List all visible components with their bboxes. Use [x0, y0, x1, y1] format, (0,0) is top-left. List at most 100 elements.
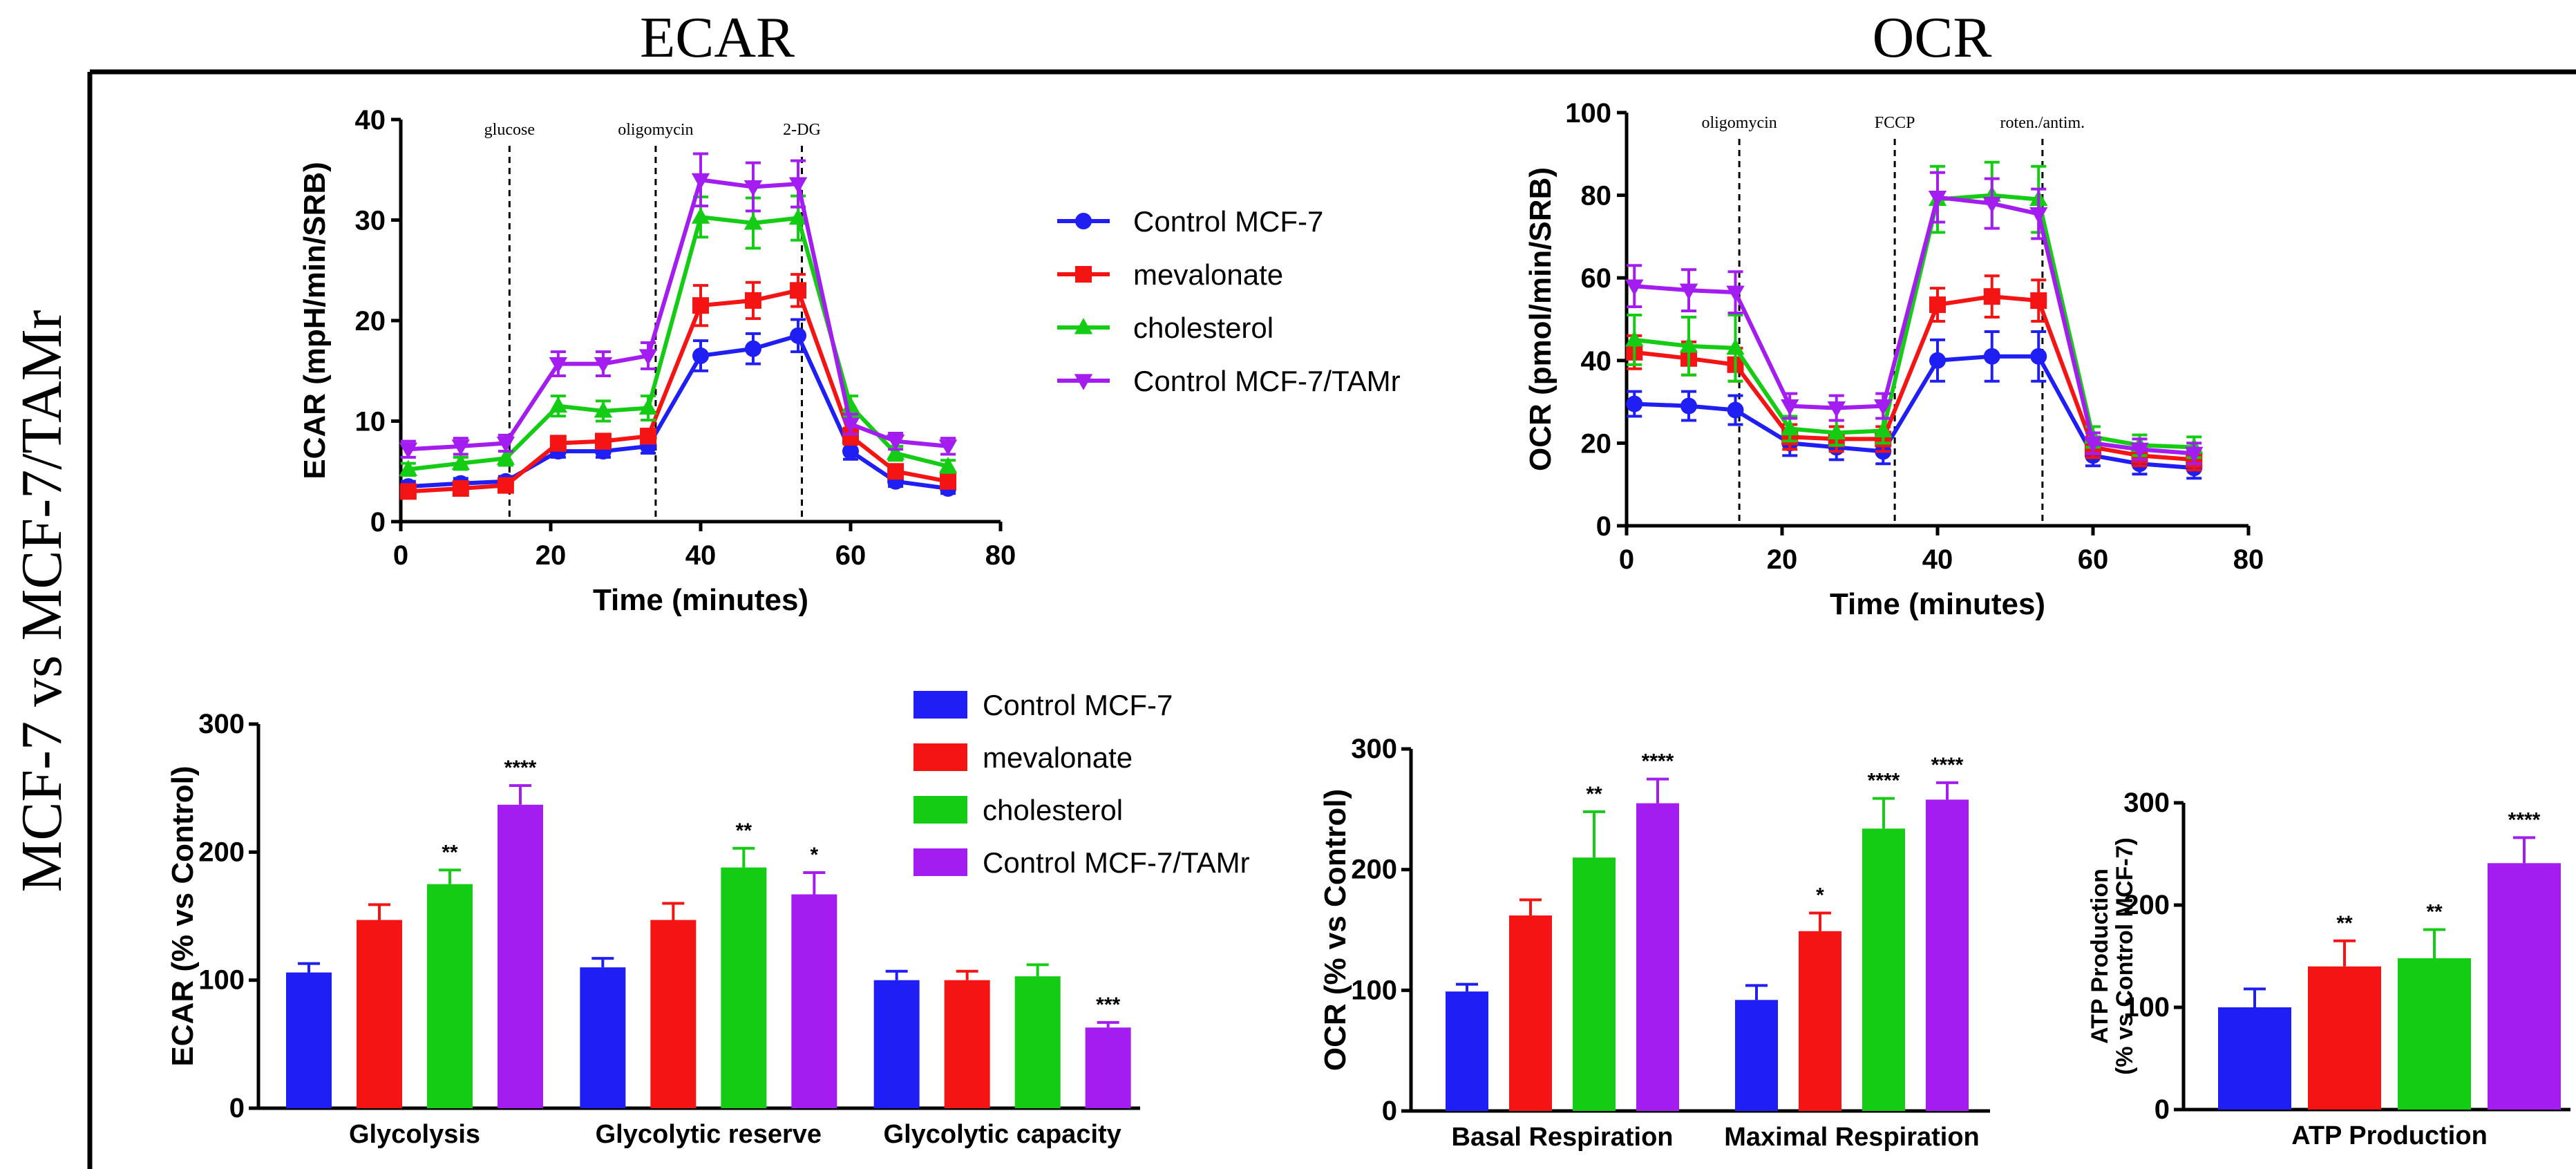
category-label-glycolytic-capacity: Glycolytic capacity [884, 1120, 1121, 1149]
x-tick-label: 60 [2078, 544, 2109, 575]
bar-mevalonate-basal-respiration [1509, 915, 1552, 1111]
x-tick-label: 80 [985, 540, 1016, 571]
data-point [1928, 190, 1947, 207]
data-point [788, 208, 808, 225]
y-tick-label: 0 [2154, 1094, 2170, 1125]
y-tick-label: 100 [198, 965, 245, 996]
data-point [594, 433, 612, 450]
x-axis-title: Time (minutes) [1830, 587, 2045, 621]
x-tick-label: 0 [393, 540, 408, 571]
data-point [886, 435, 905, 451]
legend-item-control-mcf-7: Control MCF-7 [913, 689, 1173, 721]
side-title: MCF-7 vs MCF-7/TAMr [10, 310, 74, 893]
series-line-control-mcf-7-tamr [408, 177, 949, 452]
bar-control-mcf-7-tamr-basal-respiration [1636, 803, 1679, 1111]
ecar-time-chart: 0 10 20 30 40 0 20 40 60 80 Time (minutes) ECAR (mp… [298, 105, 1016, 617]
data-point [2030, 292, 2047, 310]
data-point [1929, 296, 1946, 314]
data-point [1983, 288, 2000, 305]
y-tick-label: 40 [1581, 346, 1612, 377]
data-point [1680, 397, 1697, 415]
legend-marker [1075, 213, 1092, 229]
y-tick-label: 0 [229, 1093, 245, 1123]
bar-control-mcf-7-glycolysis [286, 972, 332, 1108]
bar-mevalonate-glycolysis [357, 920, 402, 1108]
data-point [399, 483, 417, 500]
bar-control-mcf-7-tamr-glycolysis [498, 804, 543, 1108]
y-axis-title: OCR (pmol/min/SRB) [1524, 167, 1557, 471]
injection-label-2-dg: 2-DG [783, 121, 821, 139]
x-tick-label: 60 [835, 540, 866, 571]
data-point [2185, 446, 2204, 464]
top-legend: Control MCF-7 mevalonate cholesterol Contro… [1057, 205, 1401, 397]
data-point [2029, 207, 2048, 224]
bar-mevalonate-maximal-respiration [1799, 931, 1841, 1111]
y-tick-label: 200 [198, 837, 245, 867]
injection-label-glucose: glucose [484, 121, 535, 139]
significance-label: ** [2426, 901, 2443, 924]
significance-label: **** [504, 757, 537, 779]
y-tick-label: 200 [1351, 855, 1397, 885]
data-point [841, 417, 860, 434]
y-tick-label: 200 [2123, 890, 2170, 920]
significance-label: **** [1642, 750, 1674, 773]
series-control-mcf-7 [1626, 330, 2203, 480]
data-point [1679, 336, 1698, 353]
significance-label: * [810, 844, 818, 866]
data-point [938, 439, 958, 456]
data-point [594, 401, 613, 418]
data-point [640, 428, 657, 445]
data-point [1625, 279, 1644, 296]
injection-label-roten-antim: roten./antim. [2000, 114, 2085, 132]
data-point [692, 297, 709, 314]
data-point [1781, 399, 1799, 416]
legend-label: cholesterol [983, 794, 1123, 826]
significance-label: **** [1868, 770, 1900, 792]
data-point [399, 459, 418, 476]
data-point [497, 477, 514, 494]
bar-mevalonate-atp-production [2308, 966, 2381, 1110]
significance-label: *** [1096, 994, 1120, 1016]
data-point [2030, 348, 2047, 365]
legend-marker [1074, 374, 1093, 390]
legend-swatch [913, 743, 967, 771]
data-point [691, 207, 710, 224]
data-point [1874, 399, 1893, 416]
data-point [549, 435, 567, 452]
series-line-control-mcf-7-tamr [1634, 195, 2195, 456]
bar-control-mcf-7-atp-production [2218, 1007, 2291, 1110]
data-point [886, 444, 905, 460]
data-point [638, 398, 658, 415]
data-point [790, 327, 807, 344]
data-point [691, 173, 710, 190]
bar-cholesterol-glycolytic-reserve [721, 867, 767, 1108]
data-point [842, 443, 859, 460]
legend-item-cholesterol: cholesterol [1057, 312, 1273, 344]
y-axis-title: ECAR (mpH/min/SRB) [298, 162, 332, 479]
data-point [496, 436, 515, 453]
series-mevalonate [1626, 274, 2203, 472]
x-tick-label: 40 [685, 540, 717, 571]
y-axis-title-line2: (% vs Control MCF-7) [2112, 837, 2138, 1075]
bar-control-mcf-7-glycolytic-reserve [580, 967, 626, 1108]
ecar-panel-title: ECAR [640, 6, 795, 70]
legend-swatch [913, 796, 967, 824]
series-control-mcf-7-tamr [399, 152, 958, 459]
legend-item-control-mcf-7-tamr: Control MCF-7/TAMr [913, 846, 1250, 879]
data-point [744, 340, 761, 357]
y-tick-label: 300 [1351, 734, 1397, 764]
ocr-panel-title: OCR [1873, 6, 1992, 70]
y-tick-label: 0 [1596, 511, 1611, 542]
bar-cholesterol-atp-production [2398, 958, 2471, 1110]
category-label-glycolytic-reserve: Glycolytic reserve [596, 1120, 822, 1149]
x-tick-label: 20 [1767, 544, 1798, 575]
data-point [938, 457, 958, 473]
series-control-mcf-7-tamr [1625, 171, 2204, 466]
significance-label: ** [736, 819, 752, 842]
category-label-glycolysis: Glycolysis [349, 1120, 480, 1149]
legend-marker [1075, 266, 1092, 283]
significance-label: **** [2508, 808, 2541, 831]
